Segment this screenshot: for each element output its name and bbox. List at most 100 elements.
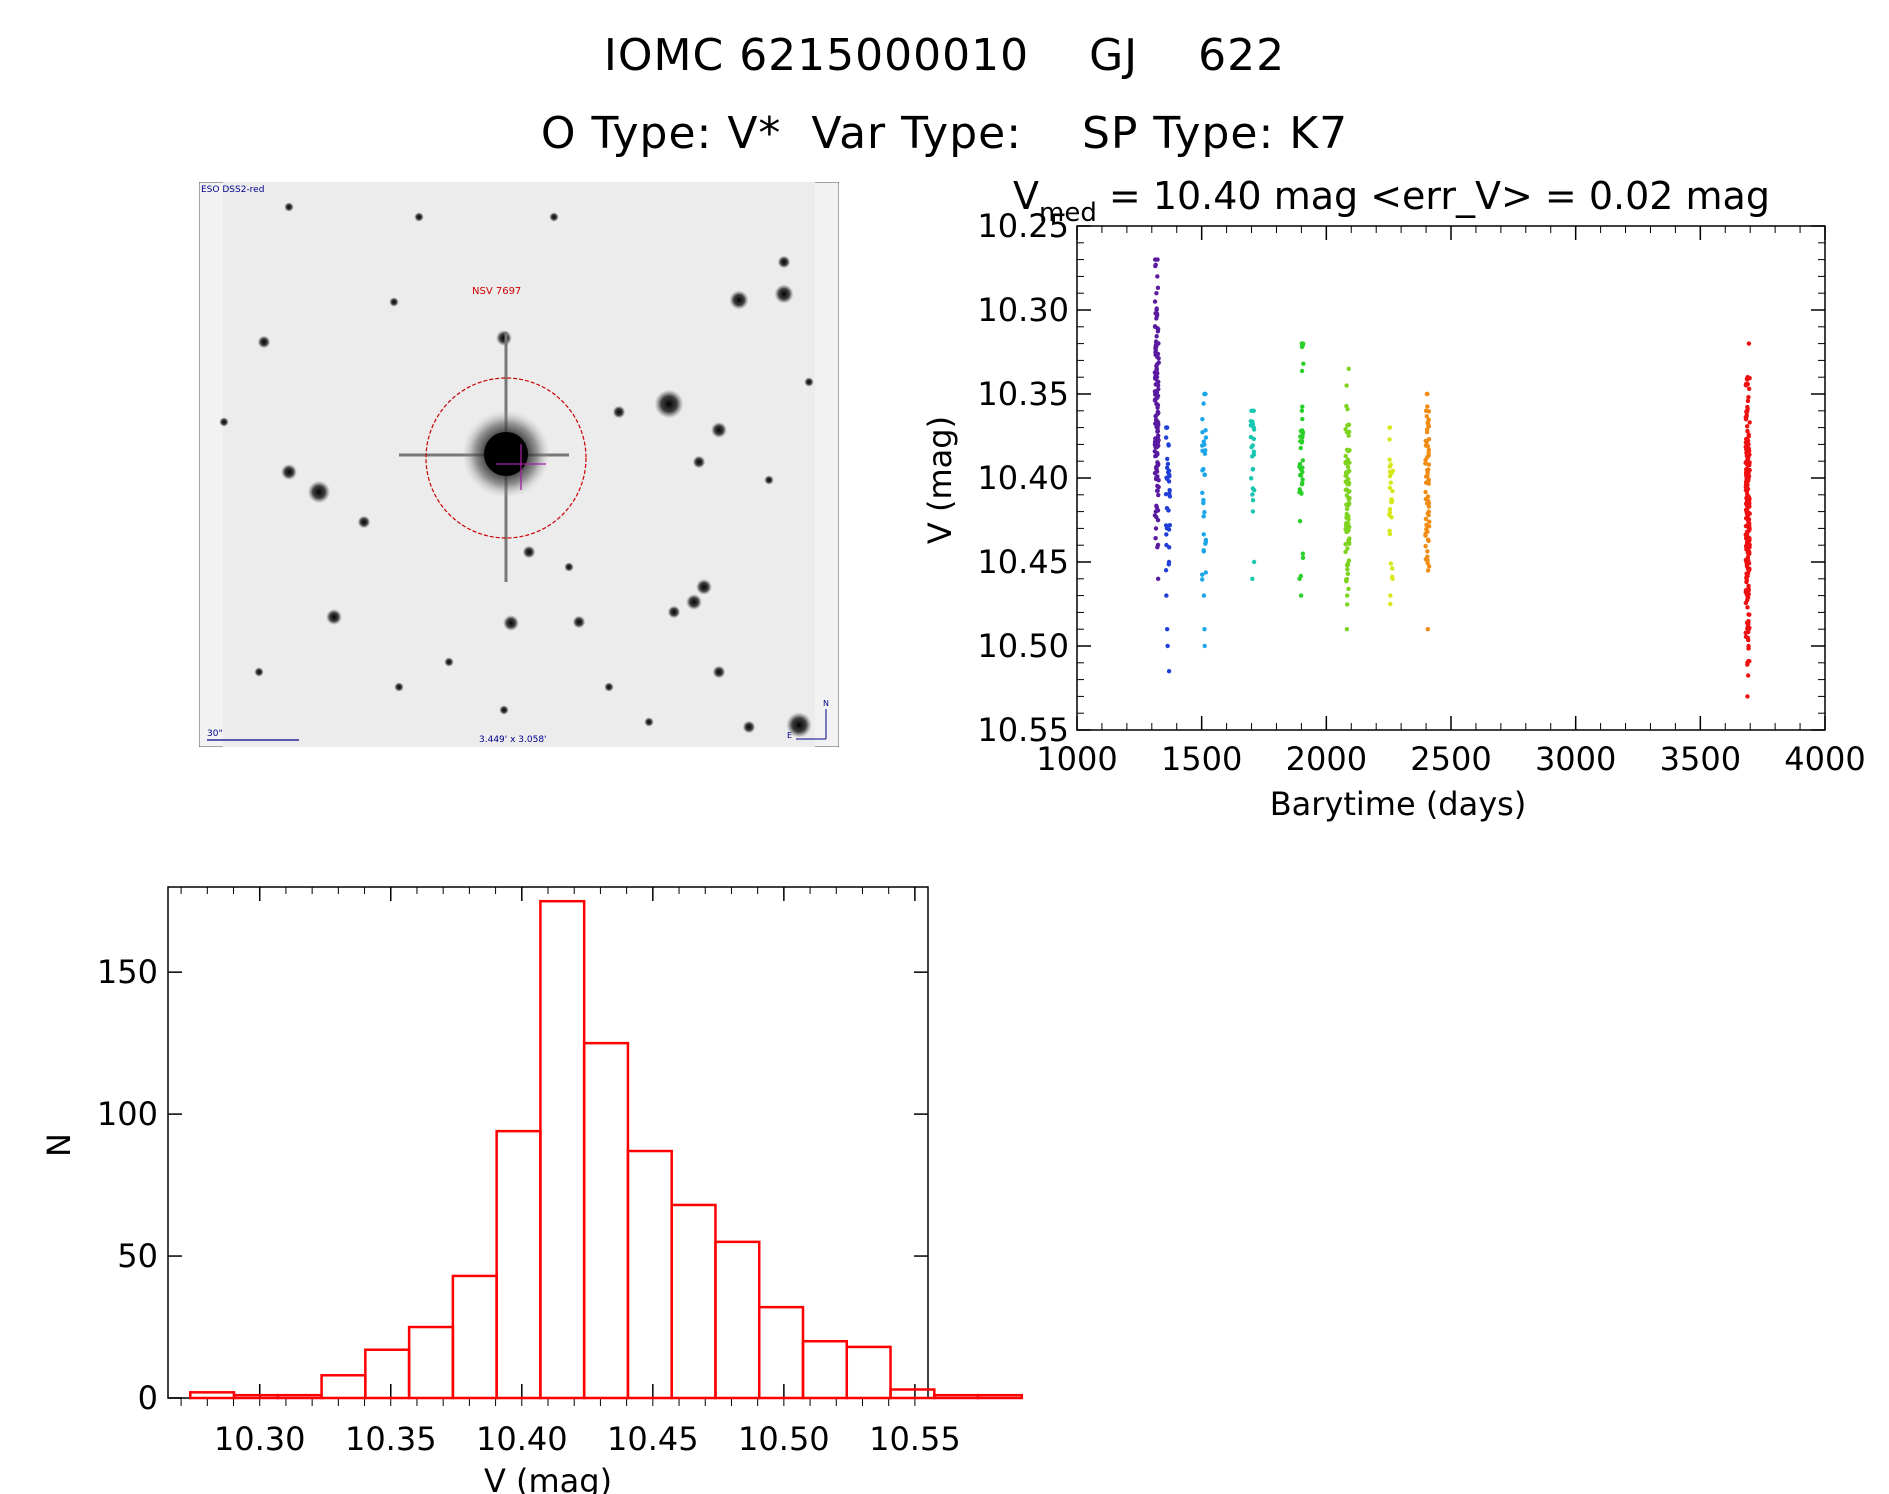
- data-point: [1299, 341, 1304, 346]
- y-tick-label: 10.35: [977, 375, 1069, 413]
- data-point: [1343, 522, 1349, 528]
- data-point: [1155, 429, 1160, 434]
- data-point: [1203, 428, 1208, 433]
- field-star: [549, 212, 559, 222]
- data-point: [1252, 487, 1257, 493]
- data-point: [1155, 483, 1160, 489]
- data-point: [1167, 494, 1173, 499]
- data-point: [1203, 435, 1209, 440]
- data-point: [1344, 515, 1349, 520]
- histogram-bar: [757, 1305, 805, 1400]
- data-point: [1166, 442, 1171, 447]
- y-tick-label: 0: [138, 1379, 158, 1417]
- field-star: [414, 212, 424, 222]
- y-tick-label: 10.40: [977, 459, 1069, 497]
- data-point: [1203, 541, 1208, 546]
- data-point: [1426, 564, 1432, 569]
- data-point: [1745, 635, 1751, 641]
- data-point: [1387, 531, 1393, 537]
- data-point: [1747, 536, 1752, 541]
- data-point: [1299, 344, 1305, 350]
- data-point: [1743, 600, 1749, 606]
- data-point: [1344, 487, 1349, 492]
- data-point: [1167, 488, 1172, 493]
- data-point: [1152, 324, 1158, 329]
- data-point: [1155, 393, 1161, 398]
- data-point: [1425, 420, 1431, 425]
- data-point: [1166, 527, 1172, 532]
- data-point: [1744, 424, 1750, 429]
- data-point: [1345, 464, 1351, 470]
- data-point: [1154, 367, 1159, 372]
- data-point: [1426, 424, 1432, 429]
- data-point: [1202, 509, 1207, 515]
- data-point: [1744, 507, 1749, 513]
- compass-east-label: E: [787, 731, 792, 740]
- data-point: [1426, 436, 1432, 442]
- data-point: [1344, 579, 1349, 584]
- finder-chart-image: NSV 7697 ESO DSS2-red 30" 3.449' x 3.058…: [199, 182, 839, 747]
- data-point: [1745, 694, 1750, 699]
- field-star: [254, 667, 264, 677]
- data-point: [1301, 361, 1306, 366]
- light-curve-points: [1152, 257, 1752, 699]
- histogram-bar: [189, 1391, 236, 1400]
- data-point: [1743, 588, 1749, 593]
- data-point: [1153, 509, 1159, 514]
- data-point: [1744, 573, 1750, 578]
- data-point: [1746, 386, 1752, 391]
- histogram-bar: [320, 1374, 367, 1400]
- data-point: [1167, 523, 1173, 528]
- data-point: [1343, 470, 1349, 475]
- data-point: [1387, 485, 1393, 491]
- data-point: [1251, 408, 1256, 413]
- data-point: [1300, 480, 1305, 486]
- data-point: [1745, 474, 1750, 480]
- histogram-ylabel: N: [40, 1133, 78, 1157]
- x-tick-label: 10.45: [607, 1420, 699, 1458]
- histogram-bar: [933, 1393, 980, 1400]
- data-point: [1744, 542, 1750, 547]
- data-point: [1153, 454, 1158, 459]
- data-point: [1251, 452, 1257, 457]
- data-point: [1343, 427, 1348, 432]
- x-tick-label: 1500: [1161, 740, 1242, 778]
- field-star: [654, 389, 684, 419]
- data-point: [1743, 516, 1749, 521]
- data-point: [1743, 383, 1749, 388]
- data-point: [1745, 462, 1750, 467]
- data-point: [1201, 466, 1206, 472]
- data-point: [1745, 486, 1751, 492]
- data-point: [1154, 334, 1159, 339]
- data-point: [1155, 410, 1161, 415]
- data-point: [1344, 627, 1350, 632]
- field-star: [644, 717, 654, 727]
- data-point: [1166, 669, 1172, 674]
- light-curve-frame: [1076, 225, 1826, 731]
- data-point: [1346, 539, 1352, 545]
- data-point: [1746, 451, 1751, 456]
- data-point: [1300, 416, 1305, 422]
- data-point: [1423, 543, 1428, 549]
- data-point: [1300, 458, 1306, 463]
- data-point: [1300, 555, 1306, 561]
- data-point: [1152, 257, 1158, 262]
- data-point: [1344, 493, 1350, 498]
- field-star: [612, 405, 626, 419]
- data-point: [1426, 481, 1431, 486]
- data-point: [1746, 432, 1751, 437]
- histogram-bar: [801, 1339, 849, 1400]
- data-point: [1200, 417, 1205, 422]
- data-point: [1153, 352, 1158, 358]
- data-point: [1388, 593, 1393, 598]
- histogram-bar: [364, 1348, 411, 1400]
- data-point: [1201, 497, 1206, 503]
- x-tick-label: 3000: [1535, 740, 1616, 778]
- field-star: [284, 202, 294, 212]
- data-point: [1154, 291, 1159, 296]
- field-star: [786, 712, 812, 738]
- data-point: [1153, 476, 1159, 482]
- data-point: [1344, 602, 1350, 607]
- data-point: [1153, 526, 1159, 531]
- data-point: [1747, 504, 1752, 509]
